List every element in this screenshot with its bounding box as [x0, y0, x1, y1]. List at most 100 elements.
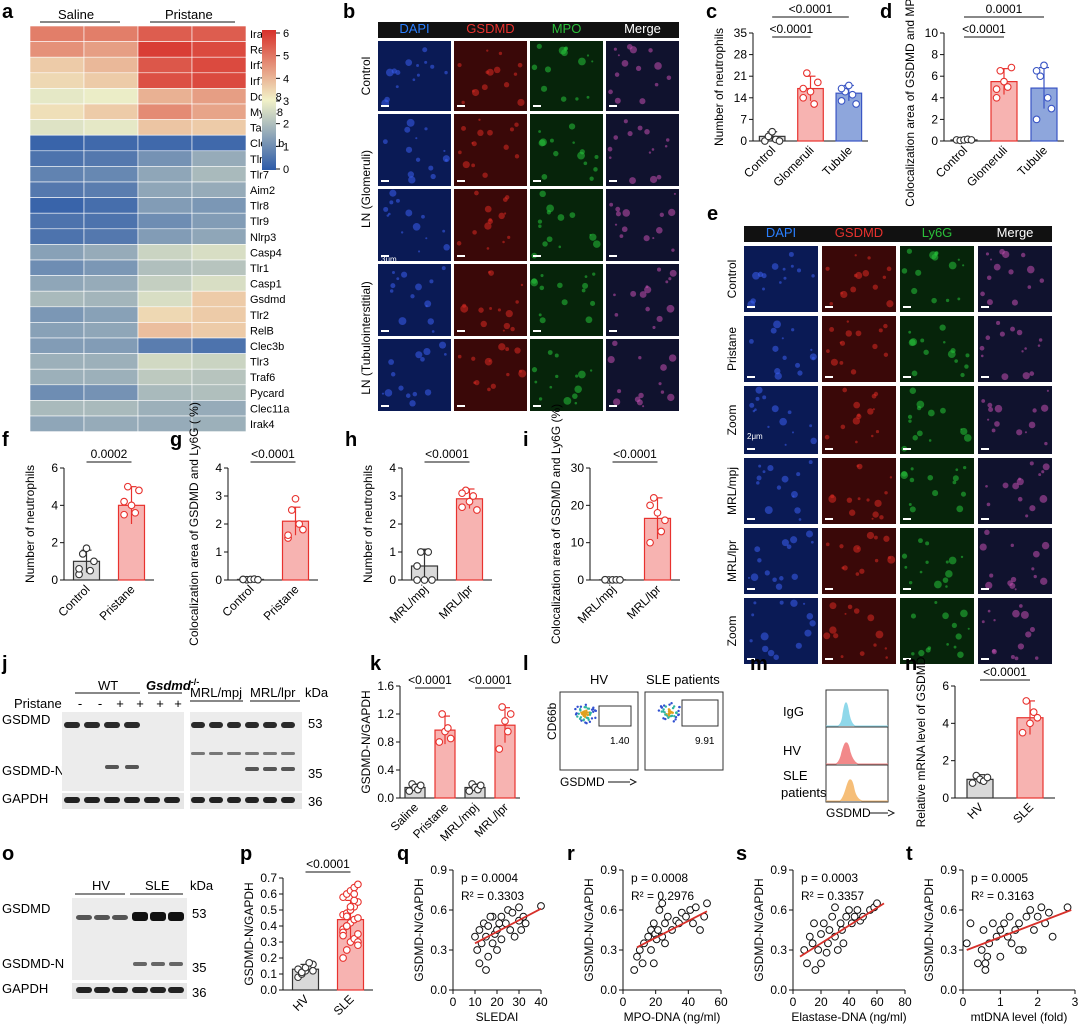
micrograph-cell [950, 348, 956, 354]
micrograph-cell [842, 387, 848, 393]
micrograph-cell [422, 47, 428, 53]
flow-event [668, 703, 671, 706]
micrograph-channel-label: Merge [997, 225, 1034, 240]
micrograph-cell [474, 380, 480, 386]
micrograph-cell [1020, 611, 1029, 619]
micrograph-cell [873, 535, 878, 540]
micrograph-cell [572, 141, 575, 144]
micrograph-cell [900, 471, 909, 480]
micrograph-cell [427, 318, 435, 325]
micrograph-cell [1009, 582, 1016, 589]
micrograph-cell [747, 576, 751, 579]
flow-event [585, 716, 589, 719]
micrograph-cell [841, 566, 845, 570]
scale-bar [457, 180, 465, 182]
panel-letter-m: m [750, 653, 768, 675]
y-tick-label: 7 [740, 112, 747, 126]
micrograph-cell [420, 356, 425, 362]
micrograph-cell [951, 622, 957, 629]
micrograph-cell [589, 176, 594, 181]
micrograph-cell [771, 263, 779, 270]
flow-event [577, 712, 580, 715]
micrograph-cell [945, 585, 948, 588]
chart-t: 0.0 0.3 0.6 0.9 0 1 2 3 mtDNA level (fold) GSDMD-… [922, 863, 1079, 1024]
micrograph-cell [400, 231, 404, 234]
blot-band [191, 722, 205, 728]
micrograph-cell [848, 509, 856, 516]
micrograph-cell [531, 64, 538, 71]
flow-event [677, 713, 680, 717]
blot-o-group-sle: SLE [145, 878, 170, 893]
micrograph-cell [592, 240, 601, 248]
x-tick-label: HV [290, 992, 312, 1014]
data-point [510, 932, 519, 941]
y-tick-label: 0 [577, 573, 584, 587]
micrograph-cell [839, 341, 842, 344]
scale-bar-label: 2μm [747, 432, 763, 441]
micrograph-cell [757, 558, 762, 563]
data-point [979, 926, 988, 934]
scale-bar [457, 255, 465, 257]
micrograph-cell [412, 222, 421, 231]
micrograph-cell [474, 190, 479, 196]
micrograph-cell [987, 609, 991, 613]
micrograph-cell [518, 369, 527, 378]
x-tick-label: MRL/lpr [436, 582, 476, 622]
colorbar-tick-label: 6 [283, 28, 289, 40]
micrograph-cell [389, 189, 397, 197]
micrograph-cell [791, 328, 795, 332]
micrograph-cell [609, 202, 614, 207]
data-point [82, 544, 91, 553]
y-tick-label: 1 [389, 545, 396, 559]
micrograph-cell [517, 62, 523, 68]
data-point [1033, 713, 1042, 722]
micrograph-cell [594, 154, 599, 159]
flow-event [586, 713, 590, 717]
data-point [1000, 919, 1008, 928]
stat-p-value: p = 0.0008 [631, 871, 688, 885]
micrograph-cell [755, 386, 763, 394]
micrograph-cell [439, 341, 447, 349]
micrograph-cell [506, 372, 510, 377]
y-tick-label: 0.9 [940, 863, 957, 877]
data-point [657, 527, 666, 536]
heatmap-cell [191, 56, 247, 74]
x-tick-label: 40 [682, 995, 696, 1009]
y-tick-label: 6 [51, 461, 58, 475]
stat-r-squared: R² = 0.3303 [461, 889, 524, 903]
hist-label-hv: HV [783, 743, 801, 758]
x-axis-label: Elastase-DNA (ng/ml) [791, 1010, 906, 1024]
pristane-sign: + [116, 696, 124, 711]
heatmap-cell [137, 306, 193, 323]
micrograph-cell [781, 337, 784, 340]
micrograph-cell [489, 307, 493, 310]
western-blot-o: HV SLE kDa GSDMD GSDMD-N GAPDH 53 35 36 [2, 878, 214, 1000]
micrograph-cell [482, 172, 488, 178]
blot-band [191, 752, 205, 755]
micrograph-cell [762, 470, 766, 474]
data-point [497, 912, 506, 921]
blot-band [263, 767, 277, 771]
colorbar-tick-label: 2 [283, 119, 289, 131]
data-point [1018, 728, 1027, 737]
scale-bar [825, 518, 833, 520]
micrograph-cell [939, 324, 946, 331]
micrograph-cell [963, 465, 967, 470]
micrograph-cell [579, 149, 585, 155]
micrograph-cell [853, 273, 858, 278]
data-point [438, 710, 446, 718]
blot-band [263, 752, 277, 755]
regression-line [474, 907, 542, 945]
x-tick-label: Control [741, 143, 778, 180]
flow-event [678, 705, 681, 709]
micrograph-cell [956, 505, 964, 513]
scale-bar [609, 105, 617, 107]
micrograph-cell [651, 148, 655, 151]
flow-event [657, 709, 661, 712]
micrograph-cell [847, 604, 853, 610]
micrograph-cell [872, 511, 879, 518]
flow-event [675, 711, 678, 715]
micrograph-cell [920, 338, 925, 343]
micrograph-cell [760, 632, 769, 641]
micrograph-cell [657, 267, 662, 272]
